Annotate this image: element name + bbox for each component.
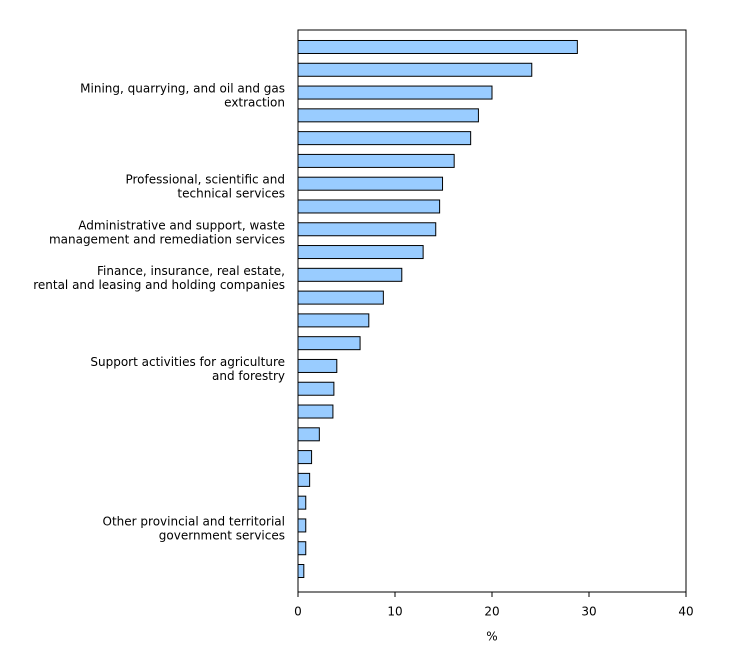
bar bbox=[297, 358, 338, 373]
y-tick-label: Support activities for agriculture and fo… bbox=[90, 354, 285, 382]
bar bbox=[297, 290, 384, 305]
bar bbox=[297, 153, 455, 168]
bar bbox=[297, 495, 307, 510]
bar bbox=[297, 336, 361, 351]
bar bbox=[297, 518, 307, 533]
bar bbox=[297, 39, 578, 54]
x-tick-label: 30 bbox=[581, 605, 596, 619]
y-tick-label: Mining, quarrying, and oil and gas extrac… bbox=[80, 81, 285, 109]
bar bbox=[297, 245, 424, 260]
x-tick-label: 0 bbox=[294, 605, 302, 619]
y-tick-label: Administrative and support, waste managem… bbox=[49, 218, 285, 246]
bar bbox=[297, 267, 403, 282]
bar bbox=[297, 381, 335, 396]
bar bbox=[297, 62, 533, 77]
y-tick-label: Finance, insurance, real estate, rental a… bbox=[33, 263, 285, 291]
bar bbox=[297, 404, 334, 419]
bar bbox=[297, 427, 320, 442]
bar bbox=[297, 131, 472, 146]
y-tick-label: Other provincial and territorial governme… bbox=[103, 514, 285, 542]
bar bbox=[297, 564, 305, 579]
bar bbox=[297, 85, 493, 100]
bar bbox=[297, 313, 370, 328]
y-tick-label: Professional, scientific and technical se… bbox=[125, 172, 285, 200]
bar bbox=[297, 199, 441, 214]
x-tick-label: 10 bbox=[387, 605, 402, 619]
bar bbox=[297, 450, 313, 465]
bar bbox=[297, 541, 307, 556]
x-tick-label: 40 bbox=[678, 605, 693, 619]
x-axis-label: % bbox=[486, 630, 497, 644]
x-tick-label: 20 bbox=[484, 605, 499, 619]
bar bbox=[297, 176, 444, 191]
bar bbox=[297, 472, 311, 487]
bar bbox=[297, 108, 479, 123]
bar bbox=[297, 222, 437, 237]
